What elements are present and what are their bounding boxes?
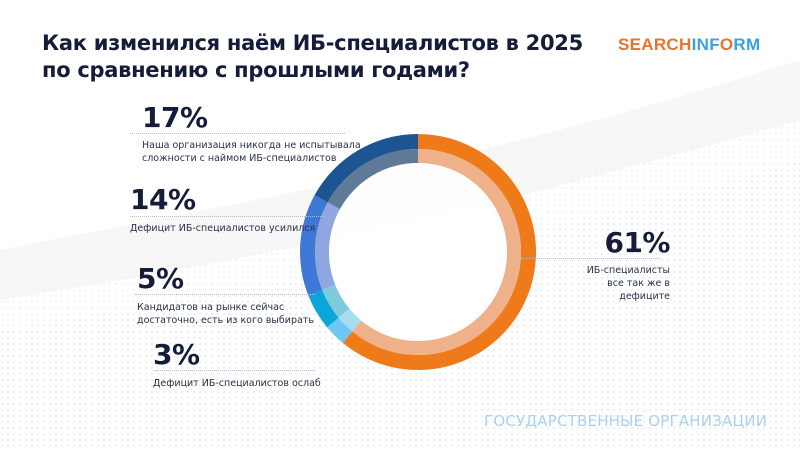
label-description: ИБ-специалисты все так же в дефиците [570,264,670,303]
desc-line: ИБ-специалисты [586,265,670,276]
percent-value: 5% [137,262,184,295]
donut-hole [329,163,507,341]
label-3: 3% Дефицит ИБ-специалистов ослаб [153,340,321,390]
leader-line-5 [135,294,315,295]
donut-segment-inner [327,149,418,210]
donut-segment-inner [315,202,341,290]
desc-line: Кандидатов на рынке сейчас [137,302,285,313]
donut-segment-inner [322,284,350,318]
label-description: Кандидатов на рынке сейчас достаточно, е… [137,301,314,327]
donut-segment-inner [352,149,522,355]
percent-value: 3% [153,338,200,371]
label-14: 14% Дефицит ИБ-специалистов усилился [130,185,315,235]
title-line-1: Как изменился наём ИБ-специалистов в 202… [42,31,583,55]
label-description: Наша организация никогда не испытывала с… [142,139,361,165]
leader-line-17 [130,133,345,134]
leader-line-14 [130,216,325,217]
label-description: Дефицит ИБ-специалистов усилился [130,223,316,234]
desc-line: Наша организация никогда не испытывала [142,140,361,151]
donut-segment-inner [338,308,362,332]
logo-rm: RM [733,35,761,54]
desc-line: все так же в дефиците [607,278,670,302]
donut-segment [327,317,353,343]
donut-segment [314,134,418,203]
searchinform-logo: SEARCHINFORM [618,35,760,55]
donut-segment [342,134,536,370]
logo-search: SEARCH [618,35,692,54]
label-description: Дефицит ИБ-специалистов ослаб [153,378,321,389]
donut-segment [308,289,339,328]
percent-value: 61% [604,226,670,259]
leader-line-3 [155,370,315,371]
percent-value: 17% [142,101,208,134]
logo-o-target-icon: O [719,35,734,54]
logo-inf: INF [691,35,720,54]
footer-segment-label: ГОСУДАРСТВЕННЫЕ ОРГАНИЗАЦИИ [484,412,768,430]
leader-line-61 [520,258,660,259]
title-line-2: по сравнению с прошлыми годами? [42,58,470,82]
desc-line: достаточно, есть из кого выбирать [137,315,314,326]
percent-value: 14% [130,183,196,216]
label-5: 5% Кандидатов на рынке сейчас достаточно… [137,264,314,327]
label-61: 61% ИБ-специалисты все так же в дефиците [587,226,671,303]
donut-segment [300,195,328,296]
label-17: 17% Наша организация никогда не испытыва… [142,103,361,165]
page-title: Как изменился наём ИБ-специалистов в 202… [42,30,583,84]
desc-line: сложности с наймом ИБ-специалистов [142,153,337,164]
